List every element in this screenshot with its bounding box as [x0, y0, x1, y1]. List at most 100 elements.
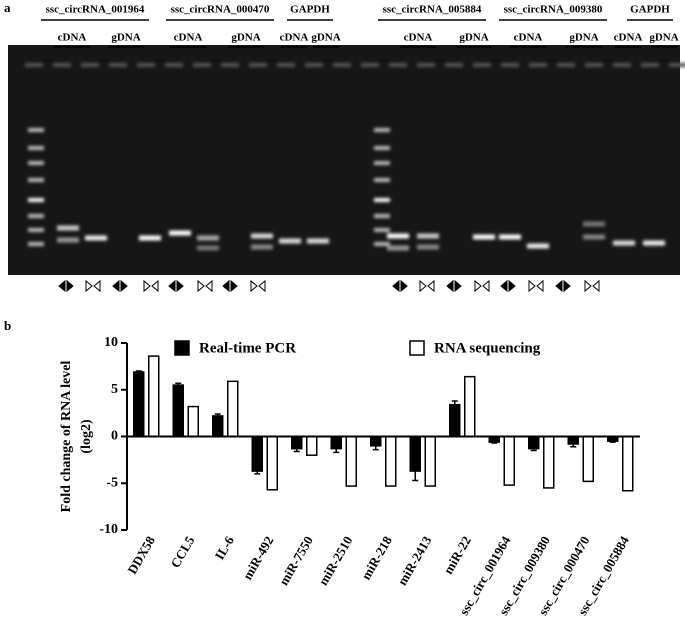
- primer-arrow: [112, 279, 120, 293]
- x-tick-label: DDX58: [124, 533, 158, 577]
- bar: [424, 435, 436, 487]
- ladder-band: [28, 228, 44, 232]
- gel-well: [193, 63, 211, 67]
- gel-well: [221, 63, 239, 67]
- primer-symbols: [58, 279, 600, 293]
- gel-well: [361, 63, 379, 67]
- primer-arrow: [536, 279, 544, 293]
- lane-label: cDNA: [174, 32, 203, 44]
- lane-label: cDNA: [280, 32, 309, 44]
- panel-label: b: [4, 318, 11, 333]
- gel-well: [529, 63, 547, 67]
- error-bar: [609, 441, 616, 443]
- primer-arrow: [482, 279, 490, 293]
- lane-label: cDNA: [404, 32, 433, 44]
- x-tick-label: miR-22: [440, 533, 474, 576]
- primer-arrow: [508, 279, 516, 293]
- group-label: GAPDH: [290, 4, 330, 16]
- gel-well: [417, 63, 435, 67]
- gel-well: [137, 63, 155, 67]
- bar: [148, 355, 160, 438]
- gel-well: [641, 63, 659, 67]
- bar: [449, 403, 461, 438]
- primer-arrow: [528, 279, 536, 293]
- bar: [330, 435, 342, 450]
- legend-label: RNA sequencing: [434, 340, 541, 356]
- error-bar: [530, 448, 537, 452]
- y-tick-label: -10: [99, 522, 118, 537]
- lane-label: gDNA: [649, 32, 678, 44]
- primer-arrow: [168, 279, 176, 293]
- primer-arrow: [205, 279, 213, 293]
- x-tick-label: CCL5: [167, 533, 197, 570]
- bar-chart: -10 -5 0 5 10 Fold change of RNA level (log2) D…: [59, 335, 640, 618]
- primer-arrow: [222, 279, 230, 293]
- legend-swatch: [174, 340, 190, 356]
- ladder-band: [374, 146, 390, 150]
- primer-arrow: [563, 279, 571, 293]
- primer-arrow: [500, 279, 508, 293]
- bar: [291, 435, 303, 450]
- gel-band: [251, 244, 273, 250]
- legend-label: Real-time PCR: [199, 340, 296, 356]
- bar: [212, 415, 224, 438]
- gel-band: [57, 225, 79, 231]
- primer-arrow: [400, 279, 408, 293]
- gel-band: [583, 221, 605, 227]
- primer-arrow: [258, 279, 266, 293]
- y-axis-label-line: (log2): [79, 419, 94, 454]
- gel-well: [165, 63, 183, 67]
- bar: [187, 405, 199, 438]
- primer-arrow: [143, 279, 151, 293]
- bar: [172, 384, 184, 438]
- error-bar: [293, 448, 300, 453]
- group-label: GAPDH: [630, 4, 670, 16]
- gel-well: [109, 63, 127, 67]
- bar: [251, 435, 263, 472]
- gel-band: [583, 234, 605, 240]
- gel-image: [8, 45, 680, 275]
- gel-band: [169, 230, 191, 236]
- gel-well: [249, 63, 267, 67]
- primer-arrow: [66, 279, 74, 293]
- ladder-band: [28, 178, 44, 182]
- ladder-band: [374, 161, 390, 165]
- x-tick-label: miR-7550: [276, 533, 316, 587]
- y-tick-label: 5: [111, 382, 118, 397]
- bar: [464, 375, 476, 438]
- gel-band: [473, 234, 495, 240]
- gel-well: [389, 63, 407, 67]
- y-tick-label: 10: [104, 335, 118, 350]
- ladder-band: [374, 242, 390, 246]
- lane-label: cDNA: [614, 32, 643, 44]
- ladder-band: [28, 146, 44, 150]
- ladder-band: [28, 161, 44, 165]
- gel-well: [81, 63, 99, 67]
- gel-band: [197, 235, 219, 241]
- gel-bands: [25, 63, 685, 251]
- error-bar: [570, 443, 577, 448]
- bar: [133, 371, 145, 438]
- error-bar: [333, 448, 340, 454]
- bar: [567, 435, 579, 445]
- gel-well: [305, 63, 323, 67]
- primer-arrow: [93, 279, 101, 293]
- legend-swatch: [409, 340, 425, 356]
- gel-band: [387, 233, 409, 239]
- ladder-band: [28, 198, 44, 202]
- lane-label: cDNA: [514, 32, 543, 44]
- primer-arrow: [58, 279, 66, 293]
- gel-band: [499, 234, 521, 240]
- y-tick-label: 0: [111, 429, 118, 444]
- bar: [503, 435, 515, 486]
- primer-arrow: [454, 279, 462, 293]
- error-bar: [451, 400, 458, 405]
- ladder-band: [374, 198, 390, 202]
- bar: [266, 435, 278, 491]
- primer-arrow: [446, 279, 454, 293]
- gel-band: [139, 235, 161, 241]
- primer-arrow: [120, 279, 128, 293]
- group-label: ssc_circRNA_000470: [171, 4, 270, 16]
- bar: [370, 435, 382, 447]
